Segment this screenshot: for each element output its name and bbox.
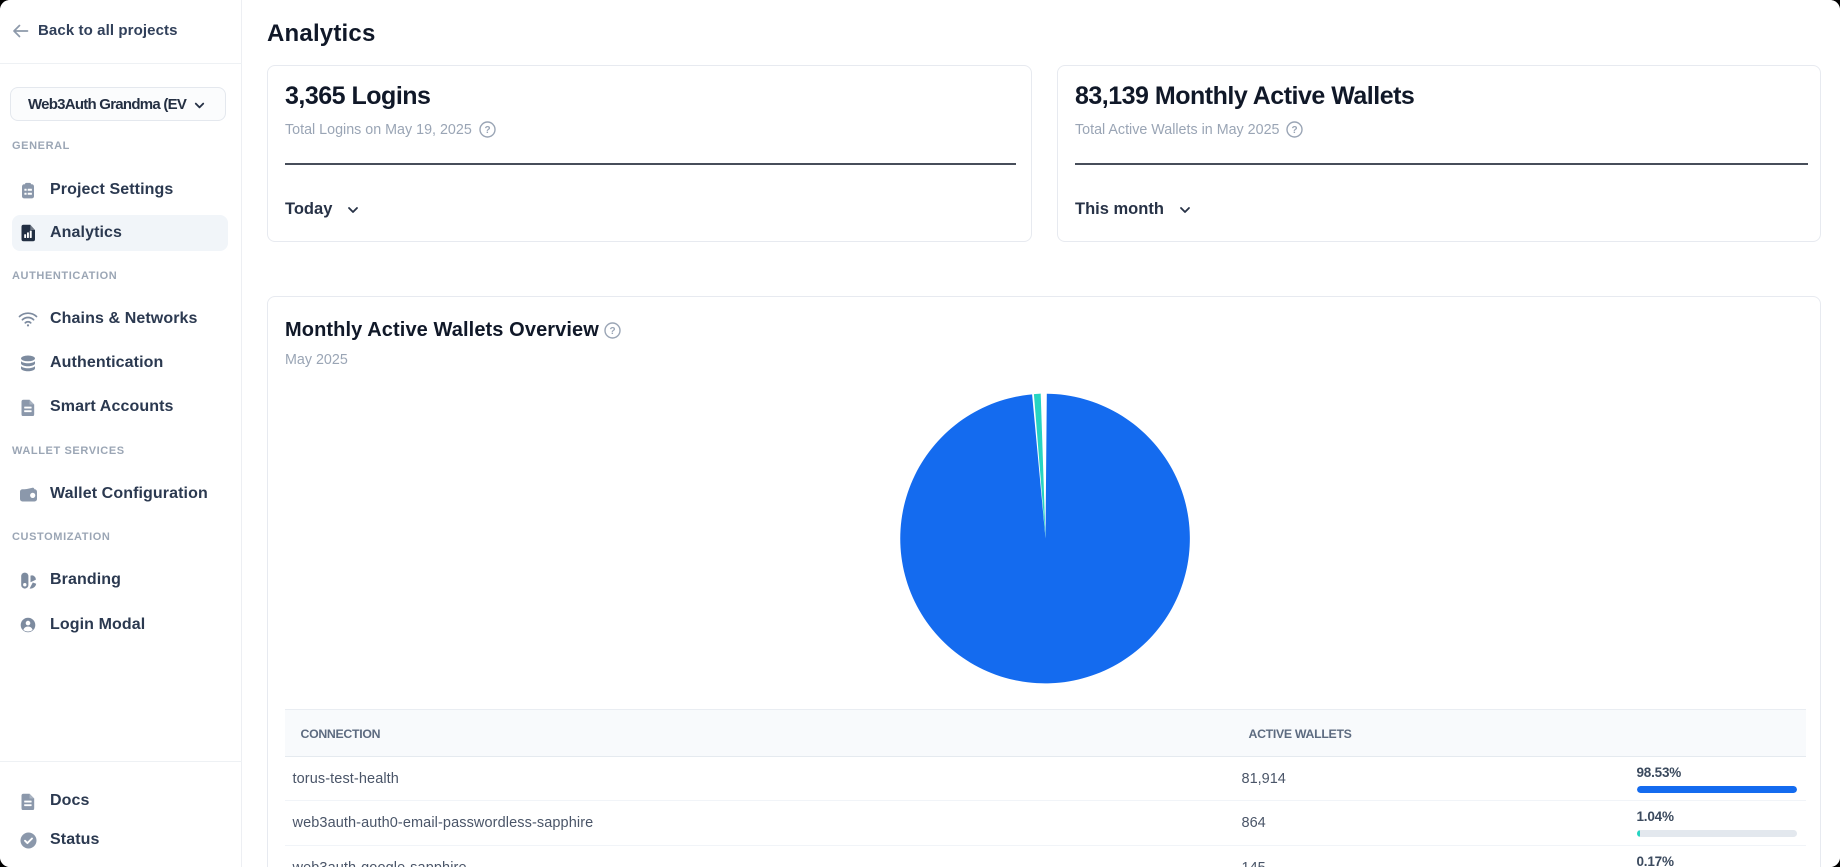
svg-text:?: ? [484,125,490,136]
svg-text:?: ? [609,326,615,337]
svg-text:?: ? [1292,125,1298,136]
